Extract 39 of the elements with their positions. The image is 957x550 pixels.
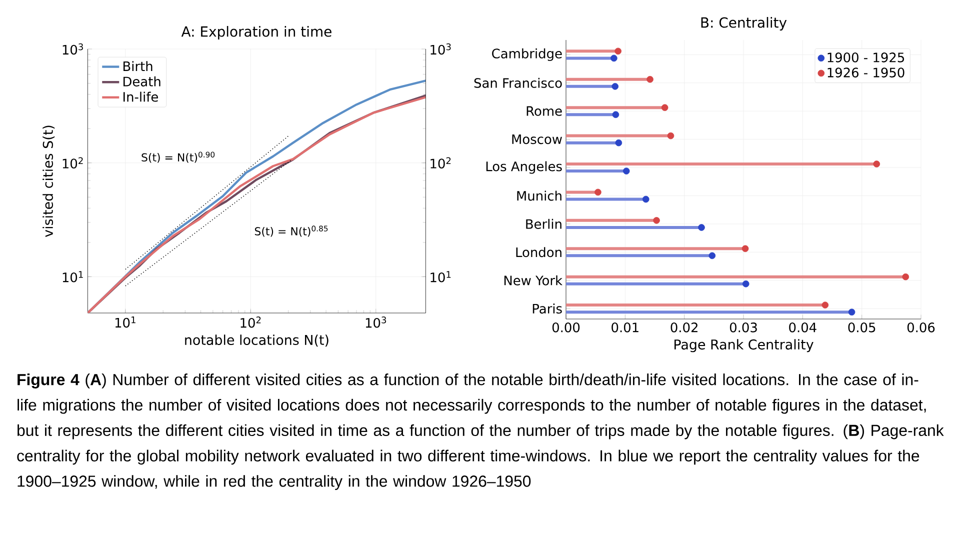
x-tick-label: 0.05 (848, 322, 876, 332)
x-tick-label: 0.03 (730, 322, 757, 332)
y-tick-label: 10$^{2}$ (62, 157, 83, 168)
y-tick-label: Los Angeles (486, 161, 562, 174)
legend-label: In-life (123, 92, 158, 102)
x-tick-label: 10$^{3}$ (366, 316, 386, 328)
x-tick-label: 0.06 (907, 322, 935, 332)
text: 10$^{1}$ (430, 271, 451, 282)
x-axis-title: notable locations N(t) (185, 334, 328, 347)
y-tick-label: 10$^{3}$ (62, 43, 83, 55)
annotation: S(t) = N(t)$^{0.90}$ (142, 152, 215, 163)
y-tick-label: New York (504, 275, 562, 286)
x-tick-label: 10$^{2}$ (240, 316, 261, 328)
text: 10$^{3}$ (430, 43, 451, 55)
x-tick-label: 0.02 (670, 322, 698, 332)
legend-label: Death (123, 76, 160, 86)
x-tick-label: 0.04 (789, 322, 816, 332)
annotation: S(t) = N(t)$^{0.85}$ (254, 226, 328, 237)
y-tick-label: Moscow (512, 134, 562, 144)
y-tick-label: Cambridge (492, 48, 562, 61)
x-tick-label: 0.00 (552, 322, 580, 332)
y-tick-label: San Francisco (474, 78, 562, 88)
text: Figure 4 (A) Number of different visited cities as a function of the notable birth/death/in-life visited locations. In the case of in-life migrations the number of visited locations does not necessarily corresponds to the number of notable figures in the dataset, but it represents the different cities visited in time as a function of the number of trips made by the notable figures. (B) Page-rank centrality for the global mobility network evaluated in two different time-windows. In blue we report the centrality values for the 1900–1925 window, while in red the centrality in the window 1926–1950 (17, 374, 944, 490)
y-tick-label: Munich (517, 190, 562, 201)
legend-label: 1926 - 1950 (828, 68, 904, 78)
chart-title: B: Centrality (701, 17, 787, 31)
text: 10$^{2}$ (430, 157, 451, 168)
chart-title: A: Exploration in time (181, 26, 332, 40)
x-tick-label: 10$^{1}$ (115, 316, 136, 328)
y-tick-label: London (516, 247, 562, 258)
y-tick-label: Paris (532, 304, 562, 314)
y-tick-label: Rome (526, 106, 562, 116)
y-tick-label: 10$^{1}$ (62, 271, 83, 282)
y-tick-label: Berlin (526, 218, 562, 229)
x-axis-title: Page Rank Centrality (674, 339, 814, 352)
legend-label: Birth (123, 61, 152, 71)
x-tick-label: 0.01 (612, 322, 638, 332)
y-axis-title: visited cities S(t) (42, 126, 55, 237)
legend-label: 1900 - 1925 (828, 52, 904, 62)
